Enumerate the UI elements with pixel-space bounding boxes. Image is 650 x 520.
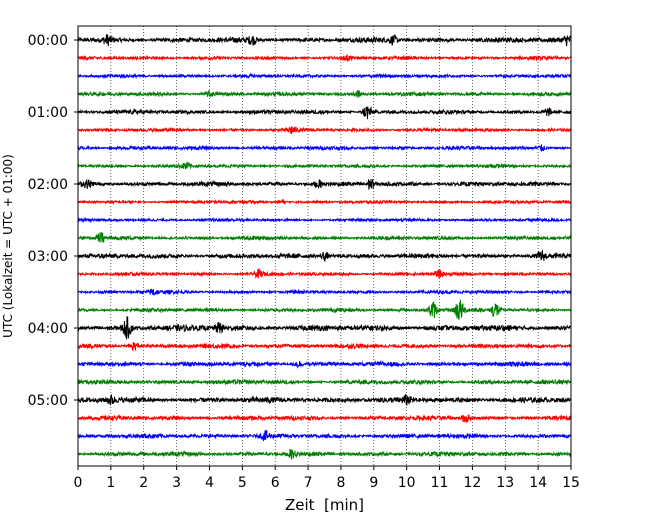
- seismogram-trace: [77, 378, 572, 387]
- x-tick-label: 13: [496, 475, 514, 491]
- x-tick-label: 4: [205, 475, 214, 491]
- seismogram-trace: [77, 394, 572, 406]
- seismogram-trace: [77, 144, 572, 153]
- seismogram-trace: [77, 34, 572, 47]
- x-tick-label: 11: [431, 475, 449, 491]
- seismogram-trace: [77, 359, 572, 369]
- x-axis-label: Zeit [min]: [285, 496, 364, 514]
- seismogram-trace: [77, 216, 572, 224]
- y-tick-label: 05:00: [28, 393, 68, 409]
- seismogram-trace: [77, 414, 572, 423]
- x-tick-label: 5: [238, 475, 247, 491]
- seismogram-trace: [77, 161, 572, 170]
- y-axis-label: UTC (Lokalzeit = UTC + 01:00): [1, 154, 15, 338]
- seismogram-trace: [77, 53, 572, 63]
- seismogram-trace: [77, 231, 572, 243]
- y-tick-label: 02:00: [28, 177, 68, 193]
- traces: [77, 34, 572, 460]
- seismogram-trace: [77, 430, 572, 442]
- seismogram-trace: [77, 268, 572, 279]
- seismogram-trace: [77, 178, 572, 191]
- seismogram-trace: [77, 72, 572, 80]
- x-tick-label: 6: [271, 475, 280, 491]
- seismogram-trace: [77, 126, 572, 135]
- x-tick-label: 14: [529, 475, 547, 491]
- plot-background: [78, 26, 571, 466]
- seismogram-trace: [77, 249, 572, 263]
- x-tick-label: 12: [463, 475, 481, 491]
- seismogram-trace: [77, 299, 572, 320]
- y-tick-label: 00:00: [28, 33, 68, 49]
- x-tick-label: 10: [398, 475, 416, 491]
- seismogram-trace: [77, 448, 572, 460]
- x-tick-label: 8: [336, 475, 345, 491]
- y-tick-label: 03:00: [28, 249, 68, 265]
- seismogram-trace: [77, 198, 572, 206]
- y-tick-label: 01:00: [28, 105, 68, 121]
- plot-frame: [77, 25, 572, 467]
- x-tick-label: 9: [369, 475, 378, 491]
- seismogram-trace: [77, 105, 572, 120]
- seismogram-trace: [77, 89, 572, 99]
- x-tick-label: 0: [74, 475, 83, 491]
- y-tick-label: 04:00: [28, 321, 68, 337]
- y-axis: 00:00 01:00 02:00 03:00 04:00 05:00: [28, 33, 78, 409]
- x-tick-label: 1: [106, 475, 115, 491]
- x-tick-label: 15: [562, 475, 580, 491]
- x-tick-label: 7: [304, 475, 313, 491]
- x-tick-label: 2: [139, 475, 148, 491]
- x-axis: 0 1 2 3 4 5 6 7 8 9 10 11 12 13 14 15: [74, 466, 580, 491]
- grid-lines: [110, 26, 539, 466]
- seismogram-trace: [77, 288, 572, 296]
- seismogram-trace: [77, 341, 572, 352]
- x-tick-label: 3: [172, 475, 181, 491]
- seismogram-trace: [77, 316, 572, 340]
